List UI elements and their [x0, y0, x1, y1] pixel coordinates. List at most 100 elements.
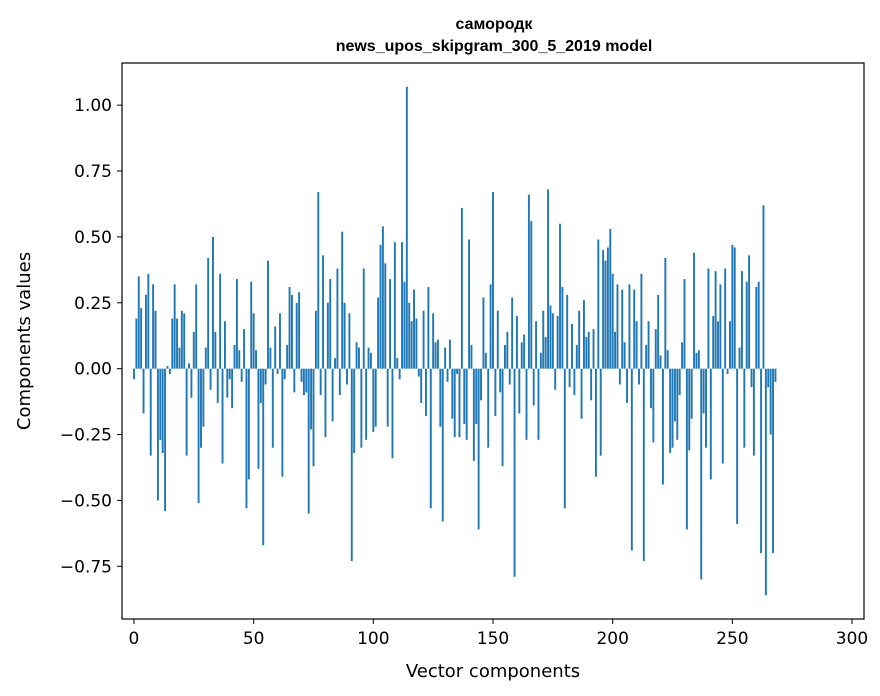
- bar: [676, 368, 679, 440]
- bar: [695, 352, 698, 369]
- bar: [173, 284, 176, 369]
- bar: [233, 344, 236, 369]
- bar: [322, 255, 325, 369]
- bar: [202, 368, 205, 427]
- bar: [729, 321, 731, 369]
- bar: [212, 236, 214, 369]
- bar: [738, 347, 741, 369]
- bar: [599, 368, 602, 456]
- bar: [393, 242, 396, 369]
- bar: [757, 281, 760, 369]
- bar: [314, 310, 317, 369]
- bar: [358, 347, 360, 369]
- bar: [140, 308, 143, 369]
- bar: [530, 221, 533, 369]
- bar: [590, 368, 593, 401]
- bar: [269, 347, 272, 369]
- bar: [142, 368, 145, 414]
- bar: [348, 313, 351, 369]
- bar: [262, 368, 265, 546]
- bar: [425, 368, 427, 417]
- bar: [640, 273, 643, 369]
- bar: [149, 368, 152, 456]
- bar: [532, 368, 535, 406]
- bar: [705, 368, 707, 448]
- bar: [501, 368, 504, 467]
- bar: [671, 368, 674, 448]
- bar: [458, 368, 461, 438]
- bar: [681, 342, 684, 369]
- bar: [274, 326, 277, 369]
- bar: [209, 368, 212, 390]
- bar: [353, 368, 356, 453]
- bar: [216, 368, 219, 403]
- bar: [511, 297, 514, 369]
- bar: [384, 263, 387, 369]
- bar: [559, 223, 561, 369]
- bar: [762, 205, 765, 369]
- bar: [571, 323, 573, 369]
- bar: [673, 368, 676, 422]
- bar: [547, 189, 549, 369]
- bar: [630, 368, 633, 551]
- bar: [690, 368, 693, 419]
- bar: [178, 347, 181, 369]
- bar: [144, 294, 147, 369]
- bar: [647, 321, 650, 369]
- bar: [276, 368, 279, 374]
- bar: [688, 368, 691, 451]
- chart-subtitle: news_upos_skipgram_300_5_2019 model: [336, 38, 653, 55]
- bar: [609, 229, 612, 369]
- bar: [578, 310, 581, 369]
- bar: [748, 255, 751, 369]
- bar: [618, 368, 621, 385]
- bar: [774, 368, 777, 382]
- bar: [422, 310, 425, 369]
- bar: [250, 281, 253, 369]
- bar: [515, 315, 518, 369]
- plot-frame: [121, 62, 865, 620]
- bar: [171, 318, 174, 369]
- bar: [154, 310, 157, 369]
- bar: [207, 258, 210, 369]
- bar: [712, 315, 715, 369]
- bar: [587, 331, 590, 369]
- bar: [602, 250, 605, 369]
- bar: [436, 339, 439, 369]
- bar: [192, 331, 195, 369]
- bar: [556, 315, 559, 369]
- bar: [597, 239, 600, 369]
- bar: [446, 368, 449, 382]
- bar: [389, 279, 392, 369]
- bar: [307, 368, 310, 514]
- bar: [642, 368, 645, 562]
- bar: [243, 329, 246, 369]
- bar: [465, 368, 468, 440]
- bar: [628, 284, 631, 369]
- bar: [377, 297, 380, 369]
- bar: [693, 252, 696, 369]
- bar: [645, 344, 648, 369]
- bar: [415, 318, 418, 369]
- y-tick-label: −0.50: [60, 491, 112, 511]
- bar: [664, 258, 667, 369]
- bar: [544, 337, 547, 369]
- bar: [235, 279, 238, 369]
- bar: [441, 368, 444, 522]
- bar: [226, 368, 229, 398]
- bar: [527, 194, 530, 369]
- bar: [484, 352, 487, 369]
- bar: [542, 310, 545, 369]
- bar: [707, 268, 710, 369]
- bar: [499, 368, 502, 393]
- bar: [614, 331, 617, 369]
- bar: [477, 368, 480, 530]
- bar: [537, 368, 540, 440]
- bar: [492, 192, 494, 369]
- bar: [719, 284, 722, 369]
- bar: [504, 344, 506, 369]
- bar: [472, 368, 475, 461]
- bar: [293, 368, 296, 393]
- bar: [369, 352, 372, 369]
